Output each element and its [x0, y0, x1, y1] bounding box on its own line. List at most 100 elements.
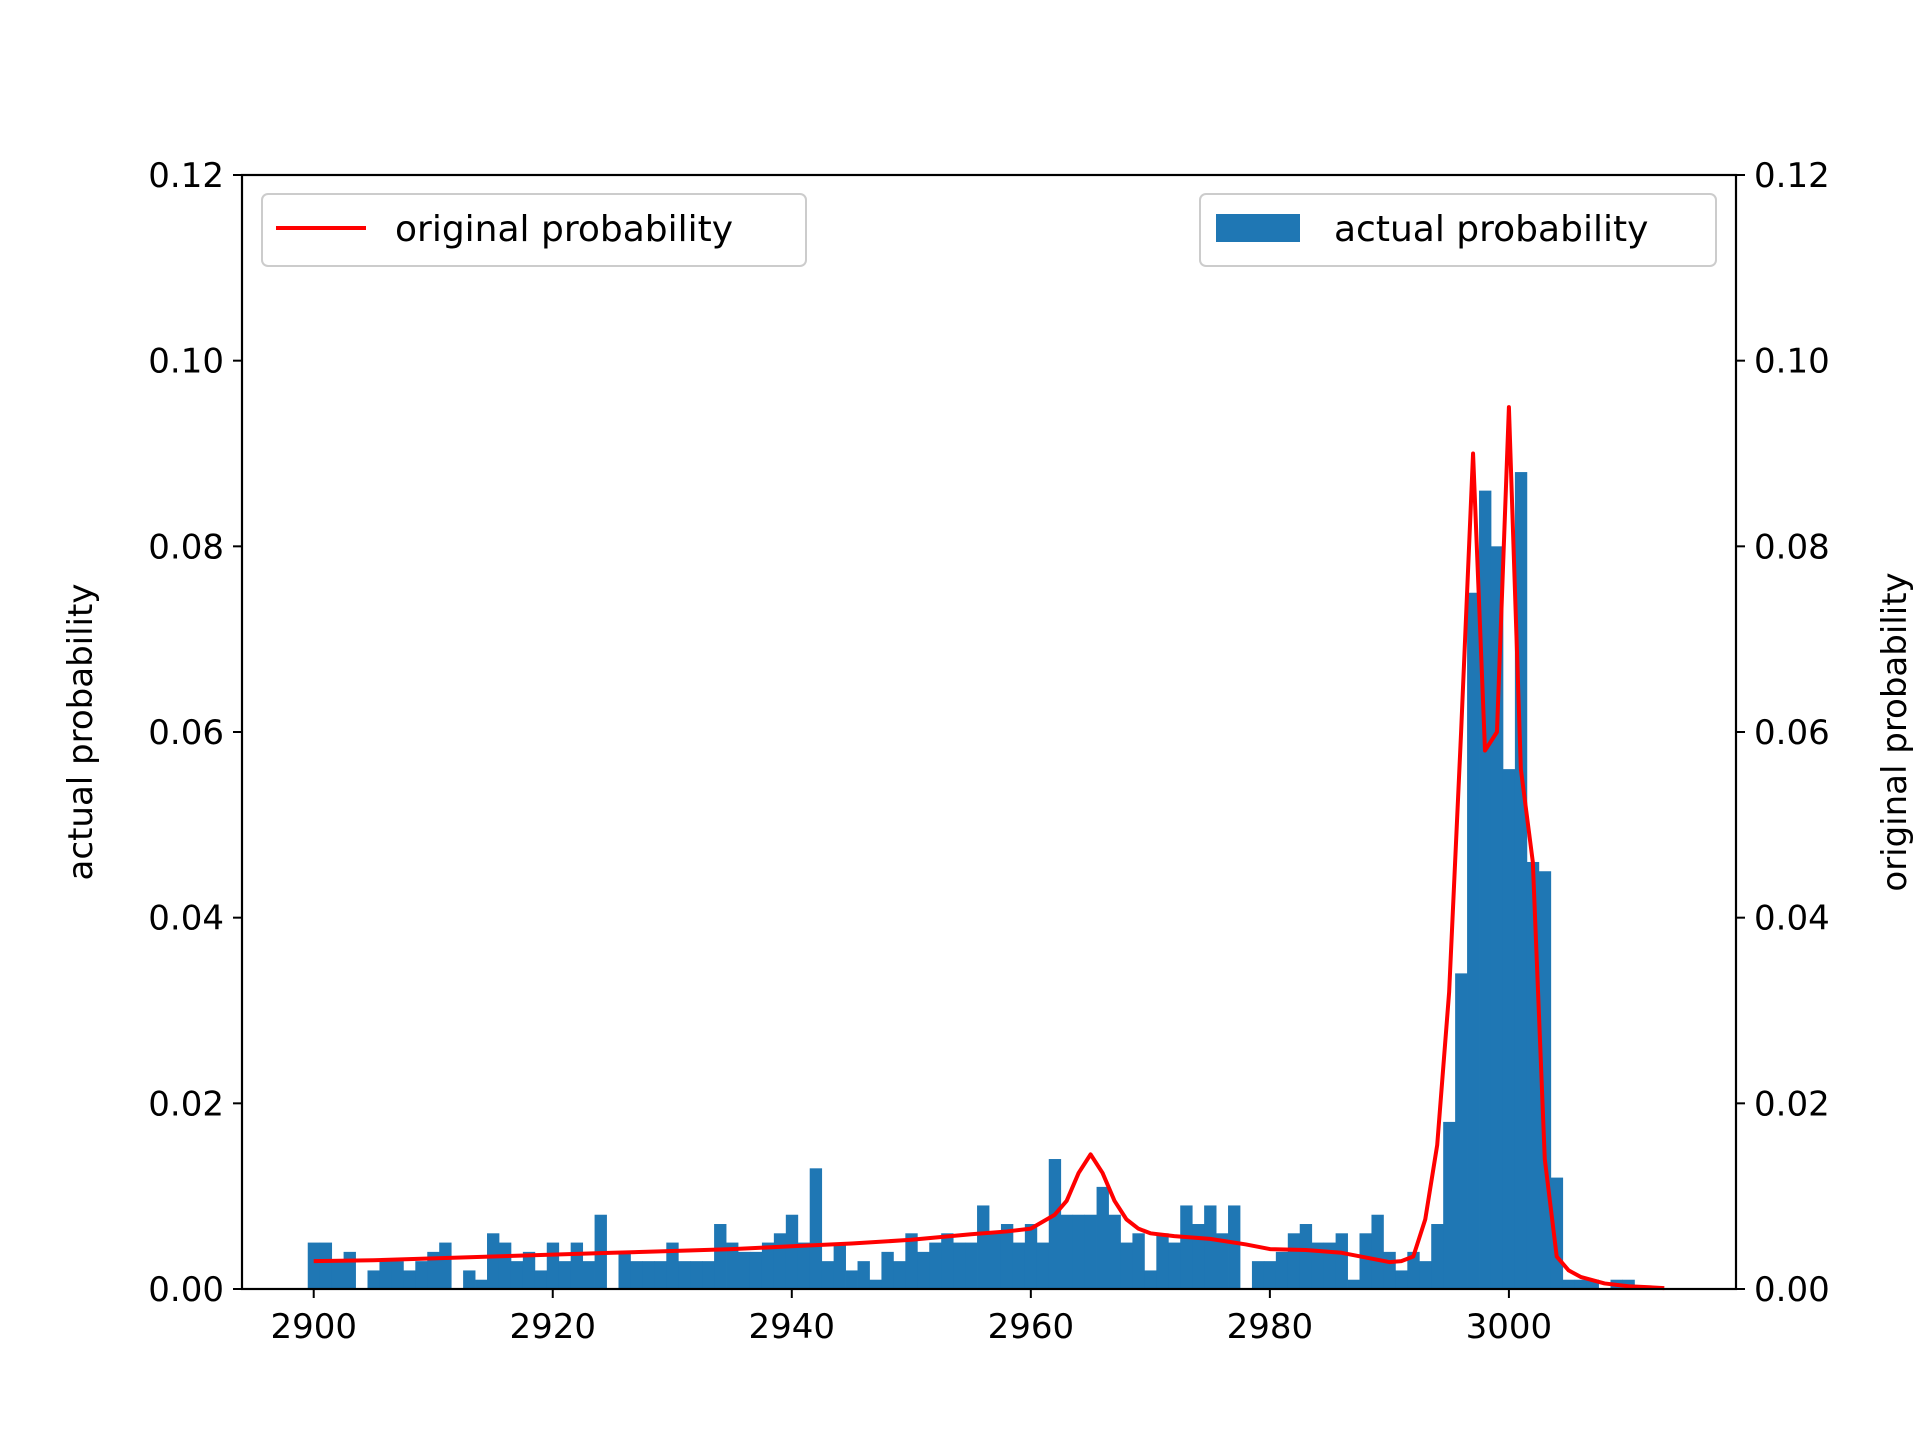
histogram-bar: [726, 1242, 739, 1289]
histogram-bar: [1371, 1214, 1384, 1289]
histogram-bar: [1574, 1279, 1587, 1289]
histogram-bar: [1311, 1242, 1325, 1289]
legend-label-original: original probability: [395, 209, 733, 250]
histogram-bar: [809, 1168, 823, 1289]
histogram-bar: [534, 1270, 548, 1289]
histogram-bar: [1490, 546, 1504, 1289]
histogram-bar: [1132, 1233, 1145, 1289]
legend-box-original: [261, 193, 807, 267]
histogram-bar: [1108, 1214, 1121, 1289]
x-tick-label: 2900: [270, 1307, 357, 1347]
histogram-bar: [558, 1261, 572, 1289]
histogram-bar: [773, 1233, 787, 1289]
histogram-bar: [929, 1242, 942, 1289]
histogram-bar: [869, 1279, 882, 1289]
legend-bar-swatch: [1216, 214, 1300, 242]
legend-box-actual: [1199, 193, 1717, 267]
right-y-tick-label: 0.02: [1754, 1084, 1830, 1124]
histogram-bar: [487, 1233, 500, 1289]
histogram-bar: [343, 1251, 356, 1289]
right-y-axis-title: original probability: [1875, 572, 1915, 891]
right-y-tick-label: 0.08: [1754, 527, 1830, 567]
histogram-bar: [1275, 1251, 1289, 1289]
histogram-bar: [845, 1270, 858, 1289]
histogram-bar: [1060, 1214, 1074, 1289]
histogram-bar: [415, 1261, 428, 1289]
left-y-tick-label: 0.00: [148, 1270, 224, 1310]
histogram-bar: [1144, 1270, 1157, 1289]
left-y-axis-title: actual probability: [61, 584, 101, 881]
histogram-bar: [642, 1261, 655, 1289]
histogram-bar: [498, 1242, 512, 1289]
histogram-bar: [1502, 769, 1516, 1289]
histogram-bar: [702, 1261, 715, 1289]
histogram-bar: [403, 1270, 416, 1289]
histogram-bar: [917, 1251, 930, 1289]
histogram-bar: [666, 1242, 679, 1289]
histogram-bar: [893, 1261, 906, 1289]
histogram-bar: [1204, 1205, 1217, 1289]
histogram-bar: [630, 1261, 643, 1289]
histogram-bar: [1216, 1233, 1229, 1289]
histogram-bar: [1359, 1233, 1372, 1289]
histogram-bar: [977, 1205, 990, 1289]
histogram-bar: [1455, 973, 1468, 1289]
histogram-bar: [307, 1242, 321, 1289]
histogram-bar: [1180, 1205, 1193, 1289]
histogram-bar: [427, 1251, 440, 1289]
histogram-bar: [1036, 1242, 1050, 1289]
histogram-bar: [714, 1224, 727, 1289]
histogram-bar: [1431, 1224, 1444, 1289]
x-tick-label: 2920: [509, 1307, 596, 1347]
histogram-bar: [1168, 1242, 1181, 1289]
histogram-bar: [391, 1261, 404, 1289]
histogram-bar: [857, 1261, 870, 1289]
histogram-bar: [1287, 1233, 1301, 1289]
histogram-bar: [1228, 1205, 1241, 1289]
histogram-bar: [761, 1242, 775, 1289]
histogram-bar: [1048, 1159, 1062, 1289]
histogram-bar: [881, 1251, 894, 1289]
right-y-tick-label: 0.10: [1754, 342, 1830, 382]
x-tick-label: 2960: [988, 1307, 1075, 1347]
histogram-bar: [1072, 1214, 1086, 1289]
histogram-bar: [749, 1251, 763, 1289]
histogram-bar: [1467, 592, 1480, 1289]
histogram-bar: [546, 1242, 560, 1289]
right-y-tick-label: 0.12: [1754, 156, 1830, 196]
histogram-bar: [1156, 1233, 1169, 1289]
histogram-bar: [1407, 1251, 1420, 1289]
histogram-bar: [331, 1261, 344, 1289]
histogram-bar: [379, 1261, 392, 1289]
histogram-bar: [678, 1261, 691, 1289]
histogram-bar: [510, 1261, 524, 1289]
histogram-bar: [1120, 1242, 1133, 1289]
legend-actual-probability: actual probability: [1199, 193, 1717, 267]
histogram-bar: [1395, 1270, 1408, 1289]
histogram-bar: [570, 1242, 584, 1289]
histogram-bar: [1443, 1121, 1456, 1289]
axes: 2900 2920 2940 2960 2980 3000 0.00 0.02 0.04 0.06…: [148, 156, 1829, 1347]
histogram-bar: [785, 1214, 799, 1289]
left-y-tick-label: 0.10: [148, 342, 224, 382]
histogram-bar: [1347, 1279, 1360, 1289]
histogram-bar: [654, 1261, 667, 1289]
histogram-bar: [989, 1233, 1002, 1289]
histogram-bar: [797, 1242, 811, 1289]
histogram-bar: [582, 1261, 595, 1289]
histogram-bar: [439, 1242, 452, 1289]
histogram-bar: [522, 1251, 536, 1289]
histogram-bar: [367, 1270, 380, 1289]
histogram-bar: [1251, 1261, 1265, 1289]
histogram-bar: [1586, 1279, 1599, 1289]
right-y-tick-label: 0.06: [1754, 713, 1830, 753]
legend-label-actual: actual probability: [1334, 209, 1648, 250]
histogram-bar: [1192, 1224, 1205, 1289]
histogram-bar: [1335, 1233, 1348, 1289]
histogram-bar: [953, 1242, 966, 1289]
histogram-bar: [1419, 1261, 1432, 1289]
histogram-bar: [821, 1261, 835, 1289]
histogram-bar: [965, 1242, 978, 1289]
x-tick-label: 2980: [1227, 1307, 1314, 1347]
